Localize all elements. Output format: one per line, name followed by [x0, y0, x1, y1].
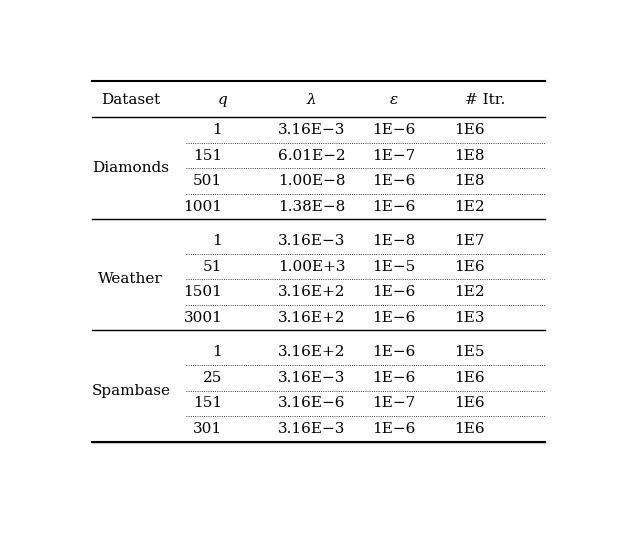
- Text: Weather: Weather: [98, 272, 163, 287]
- Text: 1E−6: 1E−6: [372, 311, 415, 325]
- Text: 1.00E+3: 1.00E+3: [278, 260, 345, 274]
- Text: 3.16E−3: 3.16E−3: [278, 422, 345, 436]
- Text: 1E6: 1E6: [455, 123, 485, 137]
- Text: 1.38E−8: 1.38E−8: [278, 200, 345, 214]
- Text: 1001: 1001: [183, 200, 223, 214]
- Text: 1.00E−8: 1.00E−8: [278, 174, 345, 188]
- Text: q: q: [218, 92, 227, 107]
- Text: 1E−7: 1E−7: [372, 396, 415, 410]
- Text: 1: 1: [213, 234, 223, 248]
- Text: 1E2: 1E2: [455, 200, 485, 214]
- Text: 1: 1: [213, 123, 223, 137]
- Text: 3.16E+2: 3.16E+2: [278, 345, 345, 359]
- Text: 3001: 3001: [183, 311, 223, 325]
- Text: λ: λ: [307, 92, 317, 107]
- Text: Spambase: Spambase: [91, 383, 170, 397]
- Text: Diamonds: Diamonds: [92, 161, 169, 176]
- Text: 1E−6: 1E−6: [372, 123, 415, 137]
- Text: 1E6: 1E6: [455, 371, 485, 385]
- Text: ε: ε: [389, 92, 397, 107]
- Text: # Itr.: # Itr.: [465, 92, 505, 107]
- Text: 151: 151: [193, 396, 223, 410]
- Text: 1E−6: 1E−6: [372, 174, 415, 188]
- Text: 301: 301: [193, 422, 223, 436]
- Text: Dataset: Dataset: [101, 92, 160, 107]
- Text: 1E6: 1E6: [455, 422, 485, 436]
- Text: 1E8: 1E8: [455, 174, 485, 188]
- Text: 25: 25: [203, 371, 223, 385]
- Text: 151: 151: [193, 149, 223, 163]
- Text: 1E2: 1E2: [455, 285, 485, 299]
- Text: 6.01E−2: 6.01E−2: [278, 149, 345, 163]
- Text: 3.16E−6: 3.16E−6: [278, 396, 345, 410]
- Text: 1501: 1501: [183, 285, 223, 299]
- Text: 1E−6: 1E−6: [372, 371, 415, 385]
- Text: 1E−6: 1E−6: [372, 200, 415, 214]
- Text: 1E−6: 1E−6: [372, 285, 415, 299]
- Text: 1E8: 1E8: [455, 149, 485, 163]
- Text: 1E−5: 1E−5: [372, 260, 415, 274]
- Text: 1E−6: 1E−6: [372, 345, 415, 359]
- Text: 1: 1: [213, 345, 223, 359]
- Text: 3.16E−3: 3.16E−3: [278, 123, 345, 137]
- Text: 1E6: 1E6: [455, 396, 485, 410]
- Text: 1E3: 1E3: [455, 311, 485, 325]
- Text: 3.16E−3: 3.16E−3: [278, 371, 345, 385]
- Text: 51: 51: [203, 260, 223, 274]
- Text: 1E5: 1E5: [455, 345, 485, 359]
- Text: 3.16E−3: 3.16E−3: [278, 234, 345, 248]
- Text: 1E−8: 1E−8: [372, 234, 415, 248]
- Text: 1E−7: 1E−7: [372, 149, 415, 163]
- Text: 1E7: 1E7: [455, 234, 485, 248]
- Text: 3.16E+2: 3.16E+2: [278, 285, 345, 299]
- Text: 3.16E+2: 3.16E+2: [278, 311, 345, 325]
- Text: 501: 501: [193, 174, 223, 188]
- Text: 1E−6: 1E−6: [372, 422, 415, 436]
- Text: 1E6: 1E6: [455, 260, 485, 274]
